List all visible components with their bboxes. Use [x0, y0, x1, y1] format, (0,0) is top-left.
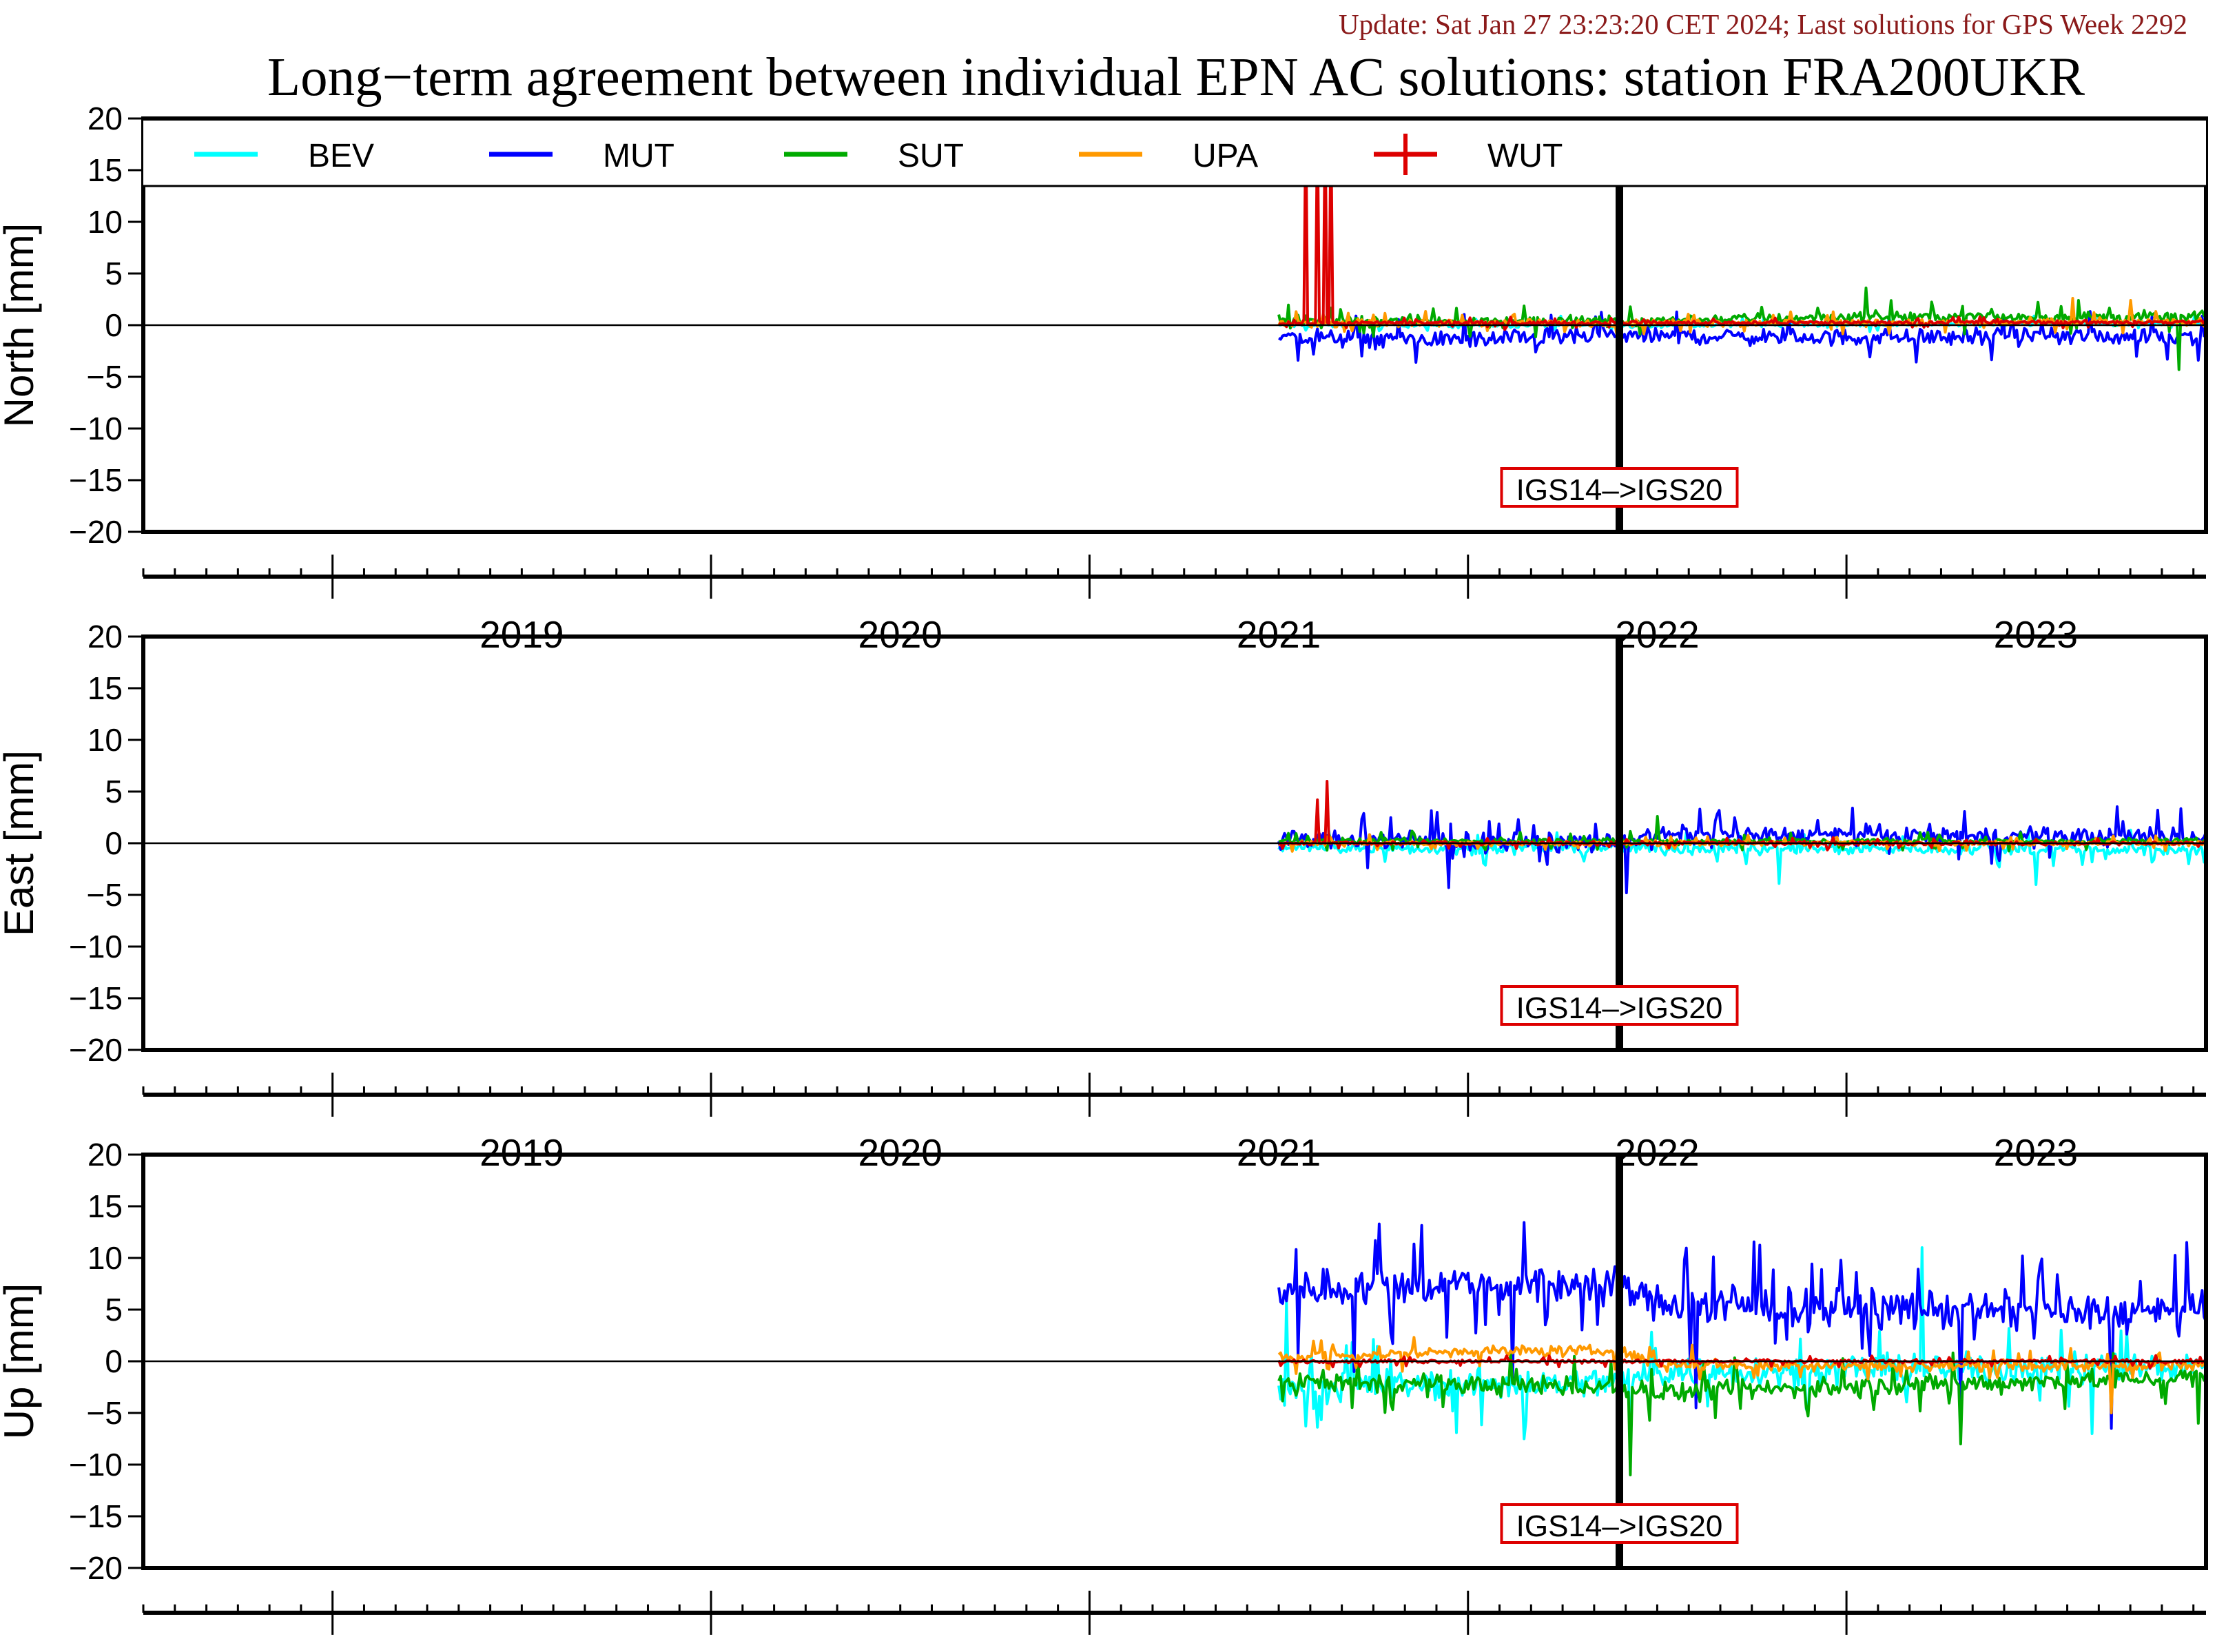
x-tick-label: 2022	[1615, 1649, 1699, 1652]
y-axis-label: Up [mm]	[0, 1283, 42, 1440]
y-tick-label: −10	[69, 929, 123, 964]
update-timestamp: Update: Sat Jan 27 23:23:20 CET 2024; La…	[1339, 8, 2187, 40]
y-tick-label: 20	[87, 619, 123, 654]
y-tick-label: 5	[105, 256, 123, 291]
legend: BEV MUT SUT UPA WUT	[143, 116, 2206, 187]
series-line-bev	[1277, 1246, 2206, 1456]
y-tick-label: −5	[87, 359, 123, 395]
y-axis-label: North [mm]	[0, 223, 42, 428]
y-tick-label: 5	[105, 774, 123, 809]
y-tick-label: −20	[69, 1032, 123, 1068]
y-tick-label: 15	[87, 152, 123, 188]
legend-label-wut: WUT	[1487, 138, 1563, 174]
frame-change-annotation: IGS14–>IGS20	[1516, 473, 1723, 507]
y-tick-label: 15	[87, 670, 123, 706]
chart-title: Long−term agreement between individual E…	[267, 48, 2085, 107]
y-tick-label: −15	[69, 1498, 123, 1534]
y-tick-label: −5	[87, 877, 123, 913]
y-tick-label: −10	[69, 411, 123, 446]
annotation-box	[1500, 467, 1739, 508]
annotation-box	[1500, 985, 1739, 1026]
series-line-wut	[1278, 118, 2206, 331]
data-series	[1277, 118, 2206, 371]
data-series	[1277, 780, 2206, 894]
y-tick-label: −20	[69, 1550, 123, 1586]
x-tick-label: 2021	[1237, 1649, 1321, 1652]
x-tick-label: 2019	[480, 1649, 564, 1652]
y-tick-label: 10	[87, 1240, 123, 1276]
annotation-box	[1500, 1503, 1739, 1544]
y-axis-label: East [mm]	[0, 750, 42, 936]
legend-label-mut: MUT	[603, 138, 674, 174]
legend-label-upa: UPA	[1193, 138, 1258, 174]
y-tick-label: −5	[87, 1395, 123, 1431]
panel-up: 20 15 10 5 0 −5 −10 −15 −20 Up [mm] 2019 2020 2021 20…	[0, 1137, 2208, 1652]
series-line-mut	[1277, 1221, 2206, 1430]
y-tick-label: 10	[87, 204, 123, 240]
y-tick-label: −15	[69, 980, 123, 1016]
data-series	[1277, 1221, 2206, 1476]
x-tick-label: 2023	[1994, 1649, 2078, 1652]
series-line-upa	[1277, 1336, 2206, 1414]
y-tick-label: 20	[87, 101, 123, 136]
legend-label-bev: BEV	[308, 138, 374, 174]
frame-change-annotation: IGS14–>IGS20	[1516, 991, 1723, 1025]
y-tick-label: −10	[69, 1447, 123, 1483]
y-tick-label: −15	[69, 462, 123, 498]
y-tick-label: −20	[69, 514, 123, 550]
series-line-mut	[1278, 310, 2206, 364]
y-tick-label: 15	[87, 1188, 123, 1224]
legend-background	[143, 118, 2206, 186]
series-line-sut	[1277, 1351, 2206, 1476]
legend-label-sut: SUT	[898, 138, 964, 174]
frame-change-annotation: IGS14–>IGS20	[1516, 1509, 1723, 1543]
y-tick-label: 0	[105, 1343, 123, 1379]
x-tick-label: 2020	[858, 1649, 942, 1652]
y-tick-label: 5	[105, 1292, 123, 1328]
y-tick-label: 0	[105, 307, 123, 343]
y-tick-label: 10	[87, 722, 123, 758]
y-tick-label: 0	[105, 825, 123, 861]
y-tick-label: 20	[87, 1137, 123, 1173]
